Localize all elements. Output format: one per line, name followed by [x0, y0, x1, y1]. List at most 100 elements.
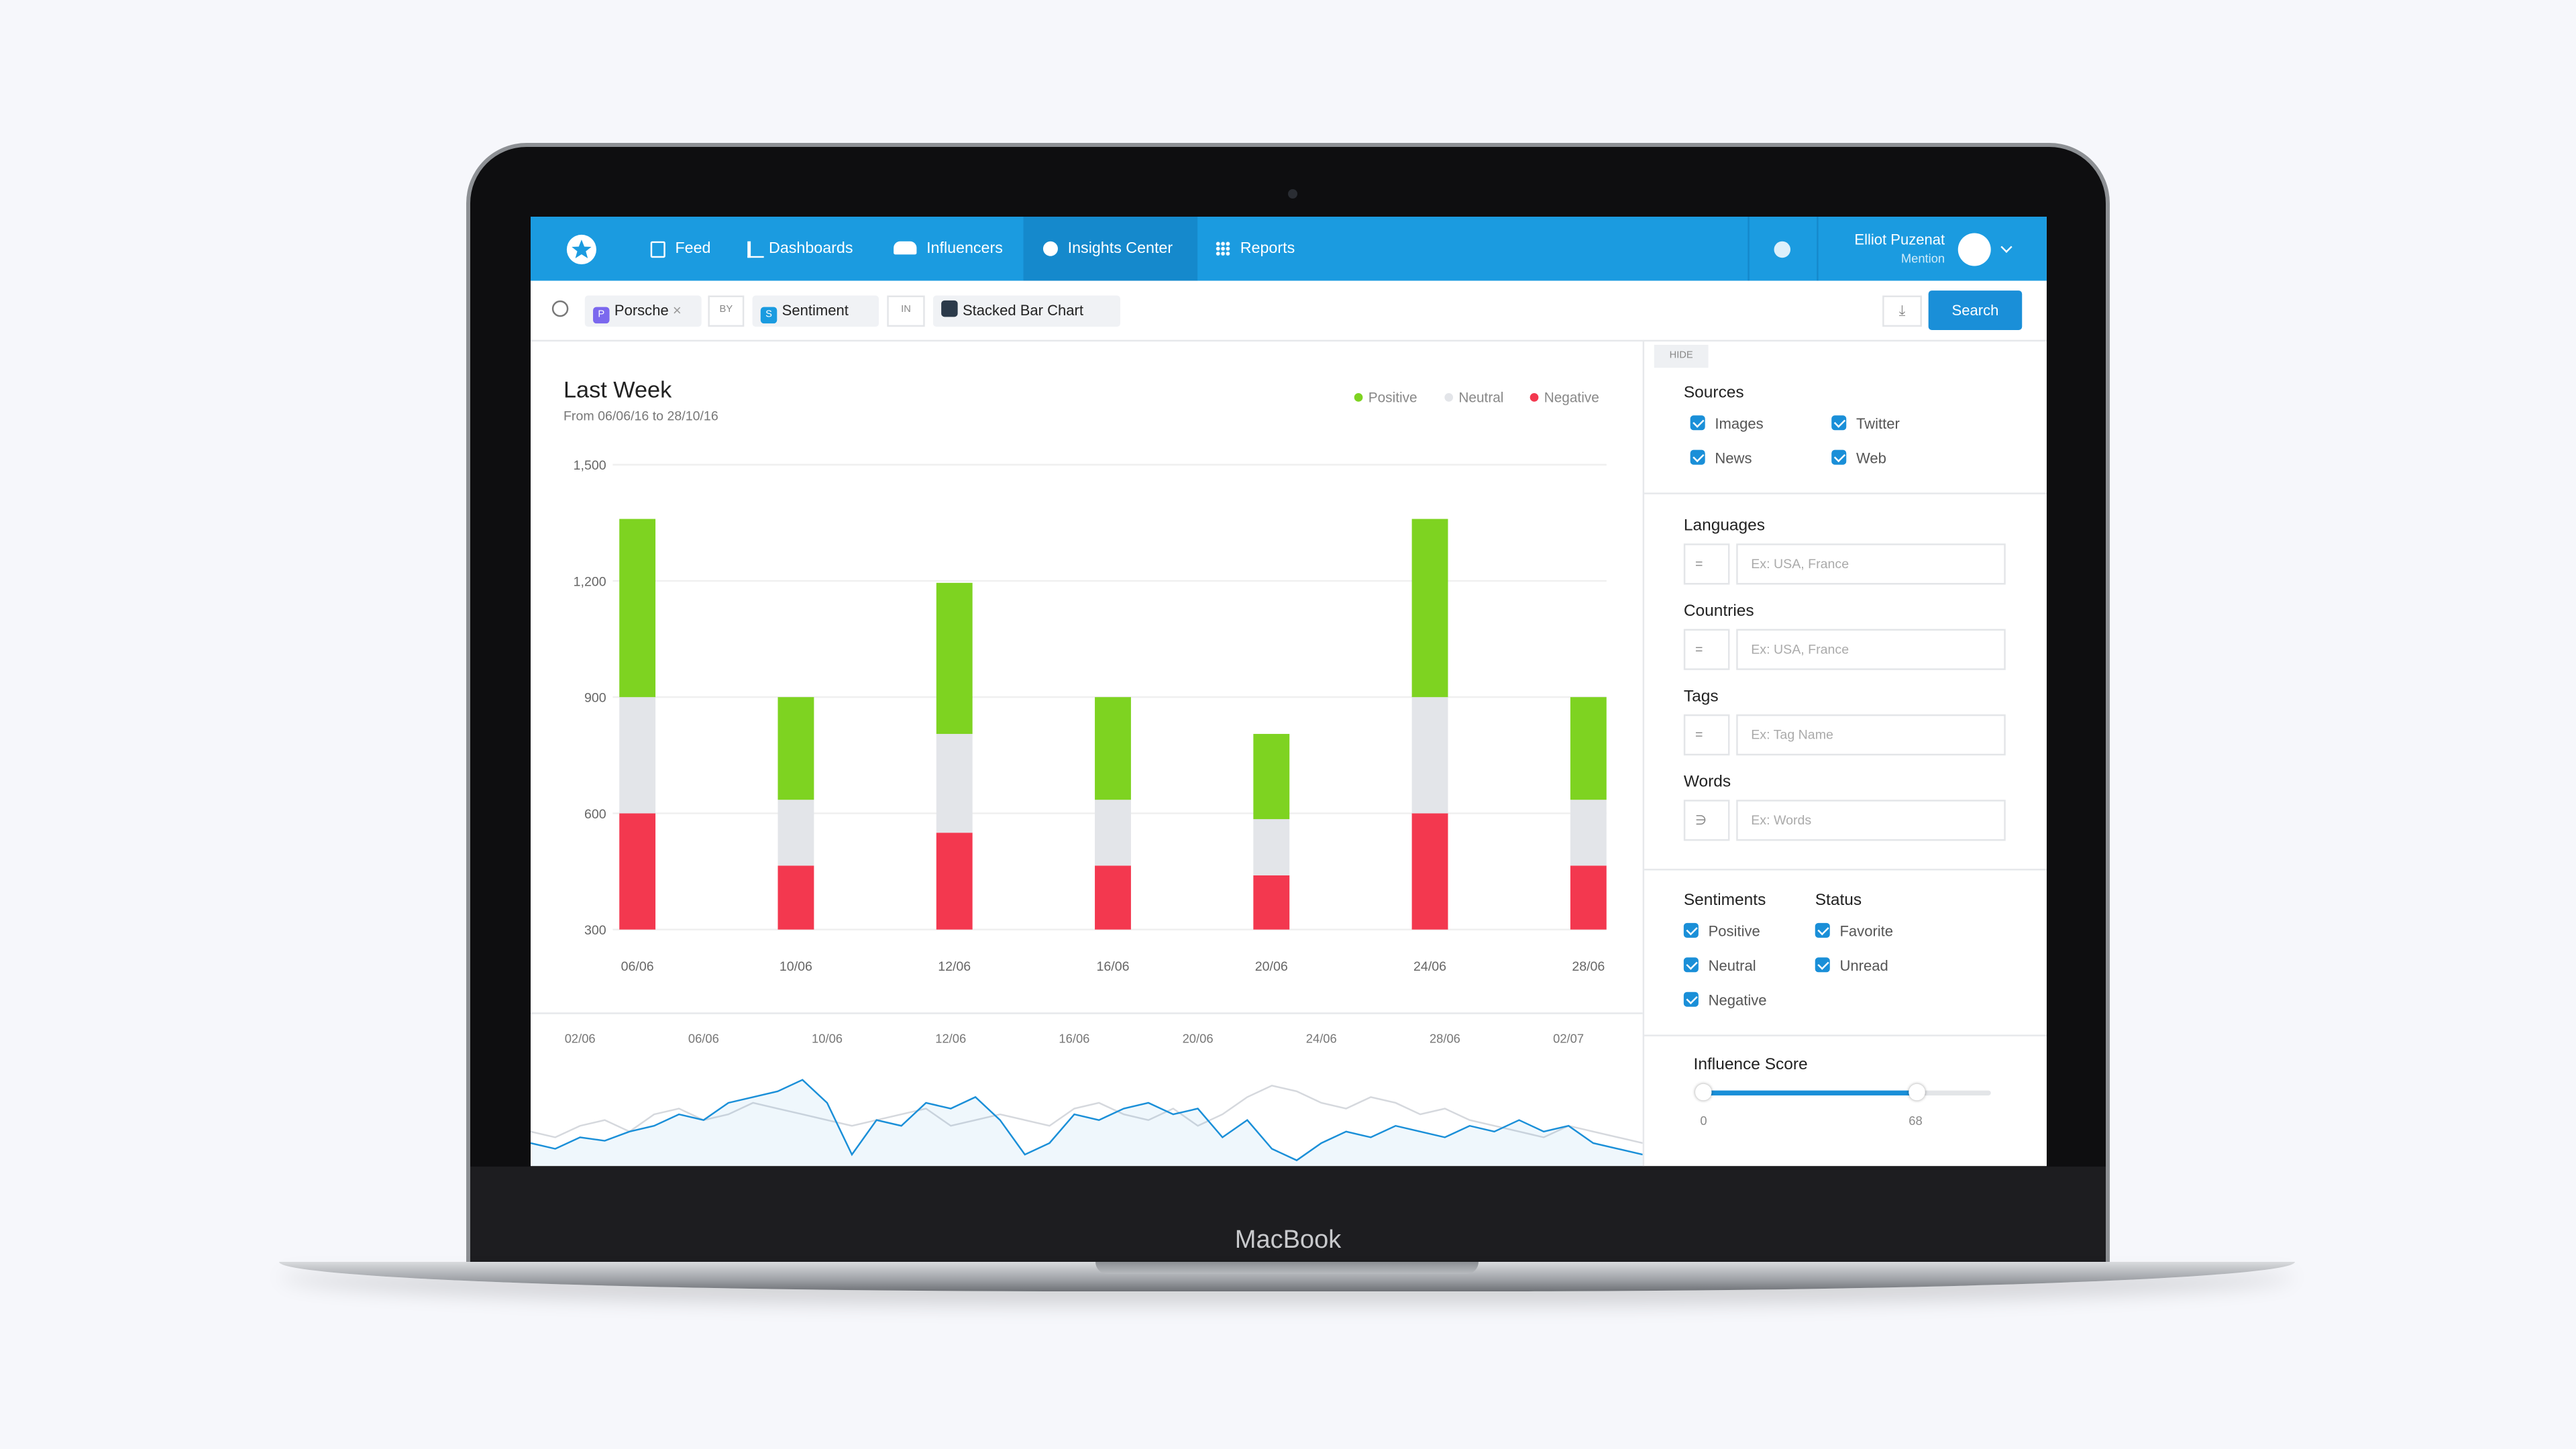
x-tick-label: 10/06	[780, 959, 812, 974]
bar-segment	[777, 800, 814, 866]
section-title: Sentiments	[1683, 892, 1766, 910]
filter-input[interactable]: Ex: USA, France	[1736, 543, 2006, 585]
nav-item[interactable]: Reports	[1240, 239, 1295, 258]
checkbox[interactable]: Neutral	[1683, 957, 1756, 974]
divider	[1644, 492, 2047, 494]
legend-dot	[1529, 392, 1539, 402]
section-title: Influence Score	[1693, 1056, 1808, 1075]
sidebar	[1642, 341, 2047, 1167]
download-button[interactable]: ⤓	[1882, 295, 1922, 327]
bar-segment	[1253, 819, 1290, 875]
y-tick-label: 1,500	[574, 458, 606, 473]
x-tick-label: 06/06	[621, 959, 654, 974]
checkbox[interactable]: Images	[1690, 415, 1764, 432]
x-tick-label: 28/06	[1572, 959, 1605, 974]
avatar[interactable]	[1957, 233, 1991, 266]
checkbox[interactable]: Web	[1831, 449, 1886, 467]
divider	[1817, 217, 1819, 281]
x-tick-label: 28/06	[1430, 1032, 1460, 1046]
toolbar	[531, 280, 2047, 342]
filter-input[interactable]: Ex: Tag Name	[1736, 714, 2006, 756]
checkbox[interactable]: Positive	[1684, 922, 1760, 940]
operator-select[interactable]: ∋	[1683, 800, 1730, 841]
section-title: Sources	[1683, 384, 1744, 402]
bar-segment	[1095, 697, 1131, 800]
checkbox[interactable]: Twitter	[1831, 415, 1900, 432]
chart-type-chip[interactable]: Stacked Bar Chart	[932, 295, 1121, 327]
slider-min: 0	[1700, 1113, 1707, 1128]
legend-label: Positive	[1368, 390, 1417, 406]
checkbox[interactable]: News	[1690, 449, 1752, 467]
bar-segment	[1411, 519, 1448, 698]
feed-icon	[650, 241, 665, 258]
x-tick-label: 24/06	[1306, 1032, 1337, 1046]
line	[531, 1084, 1643, 1144]
divider	[1644, 1034, 2047, 1036]
divider	[1644, 869, 2047, 871]
bar-segment	[936, 734, 973, 833]
legend-label: Negative	[1544, 390, 1599, 406]
notch	[1095, 1262, 1479, 1274]
filter-input[interactable]: Ex: USA, France	[1736, 629, 2006, 670]
by-label: BY	[708, 295, 745, 327]
filter-title: Words	[1683, 773, 1731, 792]
bar-segment	[1411, 697, 1448, 814]
bar-segment	[1095, 865, 1131, 930]
operator-select[interactable]: =	[1683, 629, 1730, 670]
dimension-chip[interactable]: S Sentiment	[752, 295, 879, 327]
user-name: Elliot Puzenat	[1854, 231, 1945, 248]
nav-item[interactable]: Dashboards	[769, 239, 853, 258]
x-tick-label: 10/06	[812, 1032, 843, 1046]
bar-segment	[1570, 697, 1607, 800]
y-tick-label: 900	[584, 691, 606, 706]
filter-title: Countries	[1683, 602, 1754, 621]
logo[interactable]	[565, 233, 598, 266]
insights-icon	[1042, 241, 1058, 256]
slider-handle[interactable]	[1909, 1083, 1925, 1101]
nav-bar: Feed Dashboards Influencers Insights Cen…	[531, 217, 2047, 281]
y-tick-label: 300	[584, 923, 606, 938]
bar-segment	[936, 582, 973, 735]
bar-segment	[1253, 734, 1290, 820]
search-icon	[551, 300, 569, 317]
operator-select[interactable]: =	[1683, 543, 1730, 585]
slider-value: 68	[1909, 1113, 1923, 1128]
x-tick-label: 20/06	[1183, 1032, 1214, 1046]
help-icon[interactable]	[1774, 241, 1790, 258]
nav-item-active[interactable]: Insights Center	[1067, 239, 1173, 258]
area	[531, 1079, 1643, 1167]
bar-segment	[1253, 875, 1290, 930]
divider	[1748, 217, 1750, 281]
bar-segment	[1570, 800, 1607, 866]
filter-input[interactable]: Ex: Words	[1736, 800, 2006, 841]
y-tick-label: 1,200	[574, 574, 606, 589]
search-button[interactable]: Search	[1928, 290, 2023, 330]
x-tick-label: 16/06	[1059, 1032, 1089, 1046]
x-tick-label: 16/06	[1096, 959, 1129, 974]
nav-item[interactable]: Influencers	[926, 239, 1003, 258]
section-title: Status	[1815, 892, 1862, 910]
nav-item[interactable]: Feed	[675, 239, 711, 258]
line	[531, 1079, 1643, 1162]
chart-subtitle: From 06/06/16 to 28/10/16	[564, 409, 718, 424]
slider-handle[interactable]	[1695, 1083, 1712, 1101]
bar-segment	[619, 697, 656, 814]
bar-segment	[777, 865, 814, 930]
x-tick-label: 02/07	[1553, 1032, 1584, 1046]
bar-segment	[619, 519, 656, 698]
screen: Feed Dashboards Influencers Insights Cen…	[531, 217, 2047, 1167]
x-tick-label: 12/06	[938, 959, 971, 974]
bar-segment	[777, 697, 814, 800]
user-chevron[interactable]	[2000, 241, 2012, 253]
topic-chip[interactable]: P Porsche ×	[584, 295, 702, 327]
checkbox[interactable]: Unread	[1815, 957, 1888, 974]
operator-select[interactable]: =	[1683, 714, 1730, 756]
hide-tab[interactable]: HIDE	[1654, 344, 1709, 368]
chart-title: Last Week	[564, 377, 672, 402]
filter-title: Languages	[1683, 517, 1766, 536]
laptop-base	[279, 1262, 2295, 1291]
checkbox[interactable]: Negative	[1684, 991, 1767, 1009]
checkbox[interactable]: Favorite	[1815, 922, 1894, 940]
bar-segment	[936, 833, 973, 930]
